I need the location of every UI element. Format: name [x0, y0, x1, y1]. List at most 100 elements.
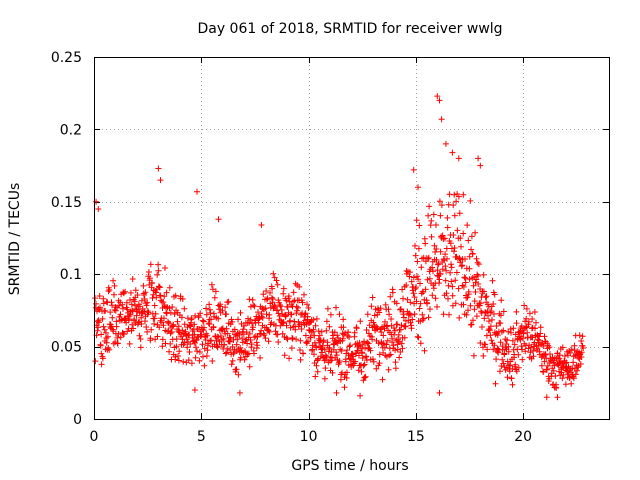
data-point: [346, 334, 353, 341]
data-point: [488, 308, 495, 314]
data-point: [248, 341, 255, 348]
data-point: [508, 375, 515, 382]
data-point: [155, 283, 162, 290]
data-point: [194, 188, 200, 195]
data-point: [449, 292, 456, 299]
data-point: [154, 333, 161, 340]
data-point: [297, 337, 304, 344]
data-point: [260, 291, 267, 298]
data-point: [447, 269, 454, 276]
data-point: [437, 270, 444, 277]
data-point: [562, 381, 569, 388]
data-point: [232, 368, 239, 375]
data-point: [450, 202, 457, 209]
data-point: [162, 265, 168, 271]
data-point: [149, 279, 156, 286]
data-point: [456, 210, 463, 217]
chart-title: Day 061 of 2018, SRMTID for receiver wwl…: [197, 21, 502, 37]
data-point: [151, 315, 158, 322]
data-point: [401, 334, 408, 341]
data-point: [136, 332, 143, 339]
data-point: [525, 345, 532, 352]
data-point: [215, 334, 222, 341]
data-point: [314, 368, 321, 375]
data-point: [526, 310, 533, 317]
data-point: [509, 337, 516, 344]
data-point: [364, 311, 371, 318]
data-point: [132, 302, 139, 309]
data-point: [435, 260, 442, 267]
data-point: [457, 235, 464, 242]
data-point: [206, 301, 213, 308]
data-point: [402, 323, 409, 330]
data-point: [519, 356, 526, 363]
data-point: [236, 389, 243, 396]
data-point: [263, 311, 270, 318]
data-point: [341, 384, 348, 391]
data-point: [511, 341, 518, 348]
data-point: [525, 318, 532, 325]
data-point: [171, 311, 178, 317]
data-point: [433, 246, 440, 252]
data-point: [444, 214, 451, 221]
data-point: [119, 301, 126, 308]
data-point: [241, 322, 248, 329]
data-point: [460, 283, 467, 290]
data-point: [436, 198, 443, 205]
data-point: [344, 369, 350, 376]
data-point: [500, 327, 507, 334]
data-point: [254, 342, 261, 349]
data-point: [280, 290, 287, 297]
data-point: [272, 328, 279, 335]
data-point: [222, 304, 229, 311]
data-point: [424, 300, 431, 307]
data-point: [442, 251, 449, 258]
data-point: [273, 277, 280, 284]
data-point: [243, 329, 250, 336]
data-point: [466, 265, 473, 272]
data-point: [398, 340, 405, 347]
data-point: [285, 293, 292, 300]
data-point: [153, 294, 160, 301]
data-point: [159, 336, 166, 343]
data-point: [425, 254, 432, 261]
data-point: [161, 315, 167, 322]
data-point: [438, 116, 445, 123]
data-point: [152, 310, 159, 317]
data-point: [434, 303, 440, 310]
data-point: [468, 321, 475, 328]
data-point: [387, 351, 394, 358]
data-point: [413, 284, 419, 291]
data-point: [172, 353, 179, 360]
data-point: [176, 348, 183, 355]
data-point: [448, 261, 454, 268]
data-point: [223, 349, 230, 356]
data-point: [237, 354, 244, 361]
y-tick-label: 0: [73, 412, 82, 428]
data-point: [200, 318, 207, 325]
data-point: [297, 347, 303, 353]
data-point: [580, 345, 587, 351]
data-point: [448, 278, 455, 285]
data-point: [390, 342, 397, 349]
data-point: [107, 309, 114, 316]
data-point: [261, 332, 268, 339]
data-point: [257, 354, 264, 361]
data-point: [326, 345, 333, 352]
data-point: [329, 369, 336, 376]
data-point: [472, 229, 479, 236]
data-point: [444, 255, 450, 262]
data-point: [297, 356, 304, 363]
data-point: [191, 340, 198, 346]
y-tick-label: 0.05: [51, 340, 82, 356]
data-point: [318, 328, 325, 335]
data-point: [442, 140, 449, 147]
data-point: [245, 350, 252, 357]
data-point: [229, 318, 236, 325]
data-point: [365, 330, 372, 337]
data-point: [554, 394, 561, 401]
x-tick-label: 20: [514, 429, 532, 445]
data-point: [559, 375, 566, 382]
data-point: [417, 318, 424, 325]
